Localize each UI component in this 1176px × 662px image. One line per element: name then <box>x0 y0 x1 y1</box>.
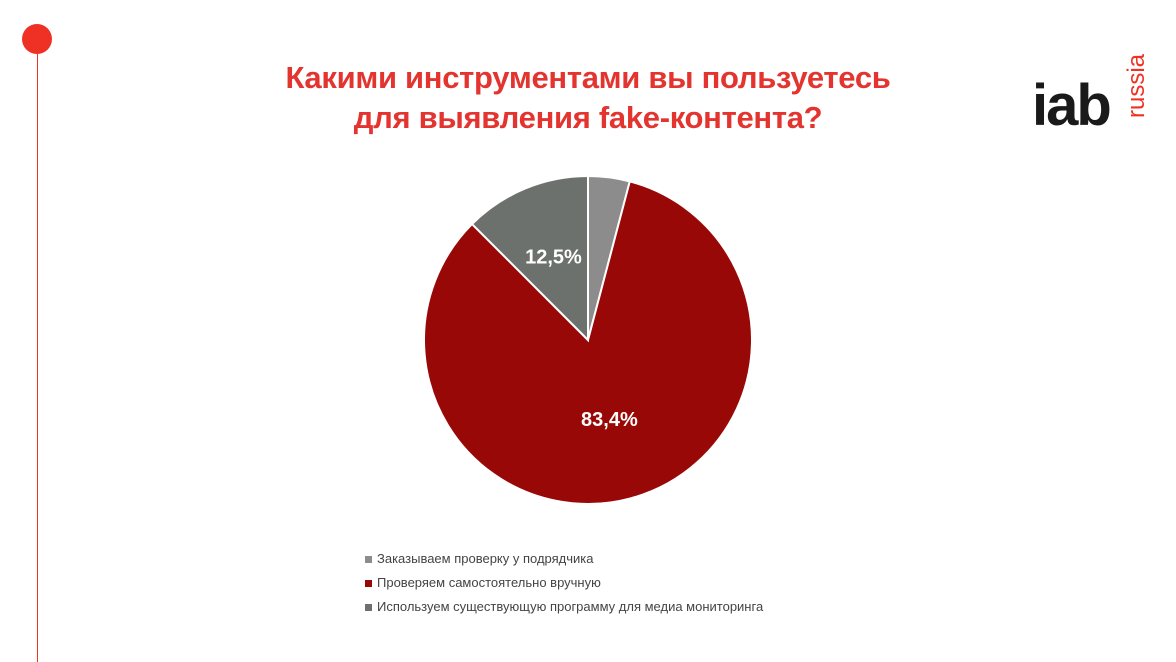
data-label-monitoring-program: 12,5% <box>525 247 582 269</box>
chart-title-line-1: Какими инструментами вы пользуетесь <box>285 60 891 95</box>
legend-swatch <box>365 555 372 563</box>
iab-russia-logo: iab russia <box>1028 24 1150 138</box>
legend-swatch <box>365 603 372 611</box>
logo-iab-text: iab <box>1032 73 1112 138</box>
chart-legend: Заказываем проверку у подрядчика Проверяе… <box>365 547 763 619</box>
pie-chart: 83,4% 12,5% <box>423 174 753 505</box>
decorative-dot <box>22 24 52 54</box>
legend-item-manual: Проверяем самостоятельно вручную <box>365 571 763 595</box>
pie-slice-manual <box>423 180 753 505</box>
chart-title: Какими инструментами вы пользуетесь для … <box>0 58 1176 138</box>
logo-russia-text: russia <box>1123 53 1150 118</box>
legend-item-contractor: Заказываем проверку у подрядчика <box>365 547 763 571</box>
pie-slice-monitoring-program <box>470 174 589 343</box>
legend-label: Заказываем проверку у подрядчика <box>377 551 594 566</box>
legend-item-monitoring-program: Используем существующую программу для ме… <box>365 595 763 619</box>
data-label-manual: 83,4% <box>581 409 638 431</box>
legend-label: Проверяем самостоятельно вручную <box>377 575 601 590</box>
chart-title-line-2: для выявления fake-контента? <box>353 100 823 135</box>
legend-label: Используем существующую программу для ме… <box>377 599 764 614</box>
decorative-line <box>37 54 38 662</box>
legend-swatch <box>365 579 372 587</box>
